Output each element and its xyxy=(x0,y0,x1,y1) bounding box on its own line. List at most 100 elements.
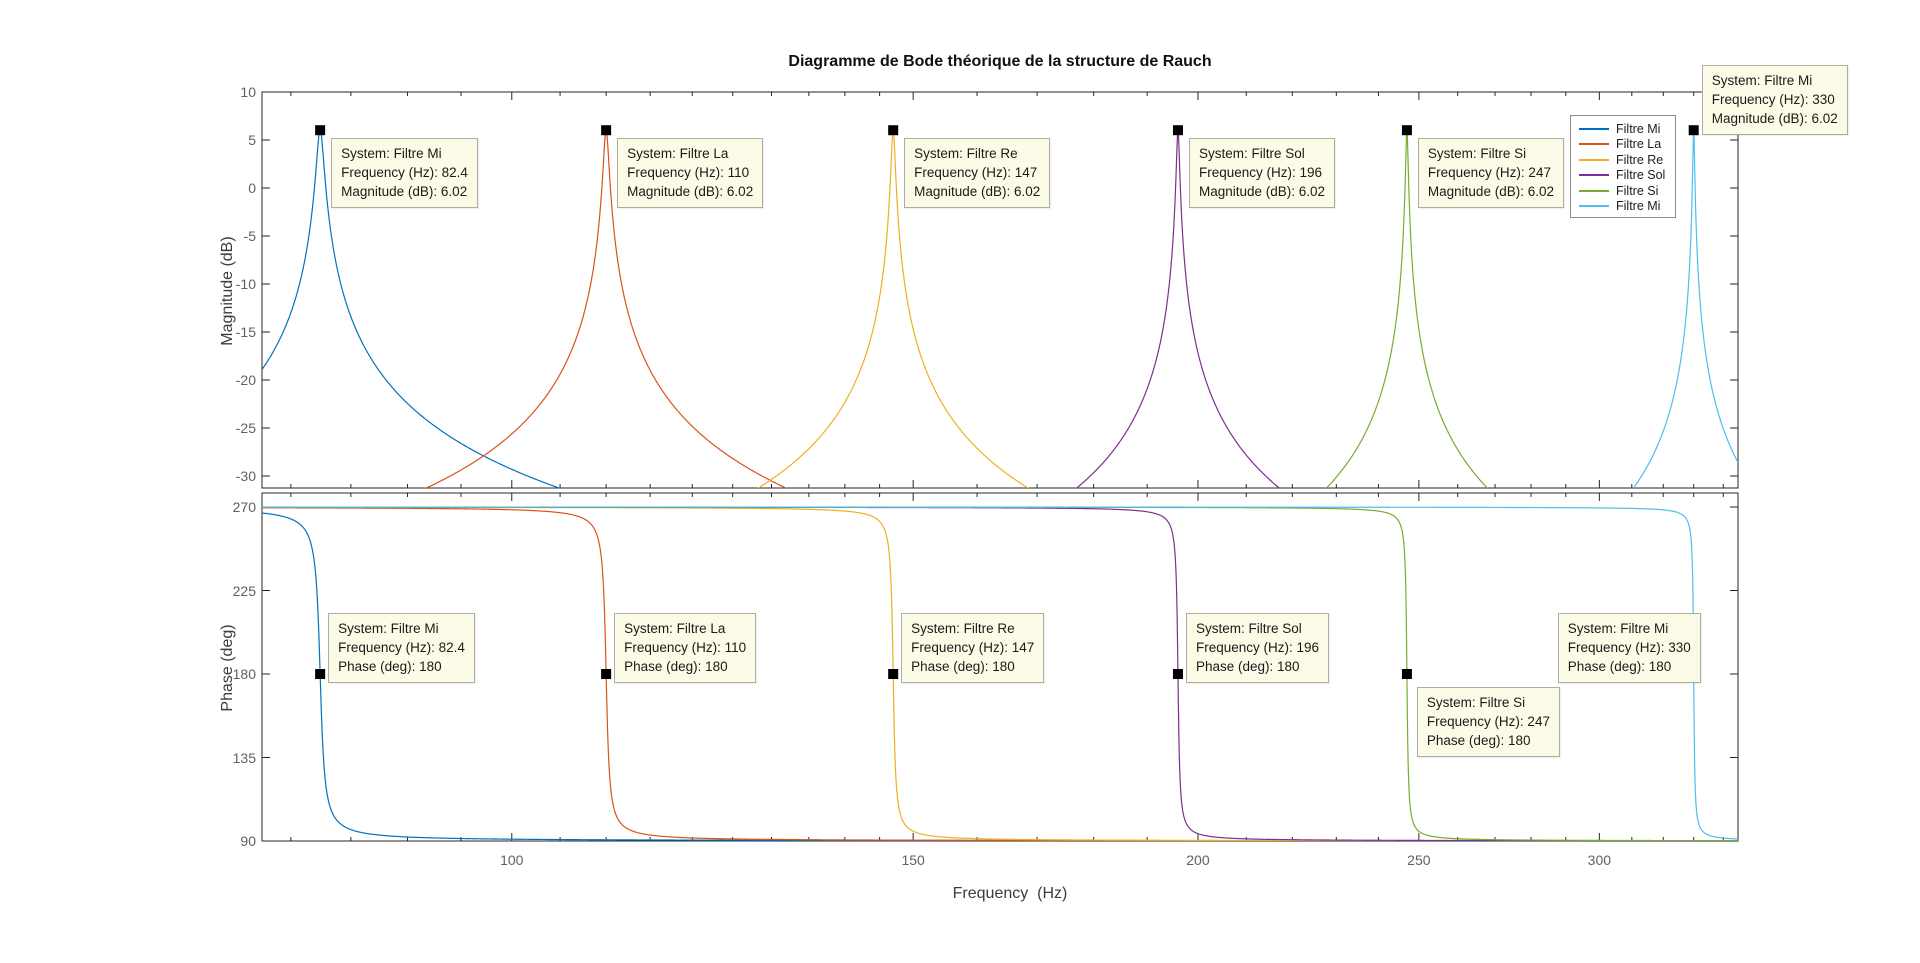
datatip-phase-2[interactable]: System: Filtre Re Frequency (Hz): 147 Phas… xyxy=(901,613,1045,683)
datatip-line: Phase (deg): 180 xyxy=(338,659,442,674)
legend-item-filtre-re[interactable]: Filtre Re xyxy=(1571,152,1675,168)
datatip-phase-1[interactable]: System: Filtre La Frequency (Hz): 110 Phas… xyxy=(614,613,757,683)
legend-item-filtre-si[interactable]: Filtre Si xyxy=(1571,183,1675,199)
legend-label: Filtre Re xyxy=(1616,152,1664,167)
datatip-line: Magnitude (dB): 6.02 xyxy=(1711,111,1838,126)
datatip-phase-3[interactable]: System: Filtre Sol Frequency (Hz): 196 Pha… xyxy=(1185,613,1330,683)
datatip-marker-phase[interactable] xyxy=(601,669,612,680)
datatip-line: Phase (deg): 180 xyxy=(624,659,728,674)
datatip-magnitude-2[interactable]: System: Filtre Re Frequency (Hz): 147 Magn… xyxy=(904,138,1051,208)
datatip-marker-magnitude[interactable] xyxy=(601,125,612,136)
datatip-magnitude-3[interactable]: System: Filtre Sol Frequency (Hz): 196 Mag… xyxy=(1188,138,1336,208)
bode-magnitude-axes xyxy=(261,91,1739,489)
legend-label: Filtre Si xyxy=(1616,183,1659,198)
datatip-line: Magnitude (dB): 6.02 xyxy=(1198,184,1326,199)
phase-tick-label: 225 xyxy=(232,582,256,599)
phase-tick-label: 180 xyxy=(232,666,256,682)
phase-tick-label: 135 xyxy=(232,749,256,766)
datatip-magnitude-1[interactable]: System: Filtre La Frequency (Hz): 110 Magn… xyxy=(617,138,764,208)
datatip-marker-magnitude[interactable] xyxy=(888,125,899,136)
datatip-marker-phase[interactable] xyxy=(888,669,899,680)
legend-item-filtre-la[interactable]: Filtre La xyxy=(1571,137,1675,153)
x-tick-label: 200 xyxy=(1186,852,1210,868)
datatip-line: System: Filtre Si xyxy=(1426,695,1526,710)
legend-item-filtre-sol[interactable]: Filtre Sol xyxy=(1571,168,1675,184)
phase-tick-label: 90 xyxy=(240,833,256,849)
datatip-line: Frequency (Hz): 247 xyxy=(1426,714,1550,729)
datatip-marker-magnitude[interactable] xyxy=(1172,125,1183,136)
legend-line-sample xyxy=(1579,205,1609,208)
datatip-line: System: Filtre Mi xyxy=(338,621,439,636)
curve-magnitude-filtre-mi-5[interactable] xyxy=(262,128,1738,779)
magnitude-tick-label: 0 xyxy=(248,180,256,196)
curve-phase-filtre-mi-5[interactable] xyxy=(262,506,1738,840)
datatip-line: System: Filtre La xyxy=(627,146,729,161)
curve-magnitude-filtre-la-1[interactable] xyxy=(262,128,1738,658)
datatip-phase-0[interactable]: System: Filtre Mi Frequency (Hz): 82.4 Pha… xyxy=(328,613,475,683)
datatip-magnitude-0[interactable]: System: Filtre Mi Frequency (Hz): 82.4 Mag… xyxy=(331,138,478,208)
datatip-magnitude-4[interactable]: System: Filtre Si Frequency (Hz): 247 Magn… xyxy=(1417,138,1564,208)
datatip-line: Magnitude (dB): 6.02 xyxy=(627,184,754,199)
datatip-line: Frequency (Hz): 110 xyxy=(624,640,747,655)
legend[interactable]: Filtre Mi Filtre La Filtre Re Filtre Sol Fil… xyxy=(1570,115,1676,218)
magnitude-tick-label: 5 xyxy=(248,132,256,148)
legend-line-sample xyxy=(1579,127,1609,130)
datatip-line: Phase (deg): 180 xyxy=(1195,659,1300,674)
magnitude-tick-label: -25 xyxy=(235,420,256,436)
datatip-line: Magnitude (dB): 6.02 xyxy=(1427,184,1554,199)
datatip-marker-phase[interactable] xyxy=(1172,669,1183,680)
curve-magnitude-filtre-mi-0[interactable] xyxy=(262,129,1738,662)
legend-label: Filtre Mi xyxy=(1616,199,1661,214)
datatip-line: Frequency (Hz): 330 xyxy=(1567,640,1691,655)
curve-magnitude-filtre-si-4[interactable] xyxy=(262,128,1738,727)
datatip-marker-phase[interactable] xyxy=(1401,669,1412,680)
datatip-line: Phase (deg): 180 xyxy=(911,659,1015,674)
datatip-line: Frequency (Hz): 196 xyxy=(1198,165,1323,180)
datatip-line: System: Filtre Si xyxy=(1427,146,1527,161)
magnitude-tick-label: 10 xyxy=(240,84,256,100)
legend-label: Filtre Sol xyxy=(1616,168,1666,183)
datatip-line: System: Filtre La xyxy=(624,621,726,636)
datatip-marker-magnitude[interactable] xyxy=(1688,125,1699,136)
datatip-phase-4[interactable]: System: Filtre Si Frequency (Hz): 247 Phas… xyxy=(1416,687,1560,757)
datatip-line: Phase (deg): 180 xyxy=(1567,659,1672,674)
magnitude-tick-label: -15 xyxy=(235,324,256,340)
datatip-phase-5[interactable]: System: Filtre Mi Frequency (Hz): 330 Phas… xyxy=(1557,613,1701,683)
datatip-marker-magnitude[interactable] xyxy=(1401,125,1412,136)
datatip-line: Frequency (Hz): 147 xyxy=(911,640,1035,655)
figure-title: Diagramme de Bode théorique de la struct… xyxy=(788,53,1212,70)
datatip-line: Magnitude (dB): 6.02 xyxy=(341,184,468,199)
datatip-line: Frequency (Hz): 110 xyxy=(627,165,750,180)
datatip-line: System: Filtre Mi xyxy=(1567,621,1669,636)
legend-item-filtre-mi[interactable]: Filtre Mi xyxy=(1571,199,1675,215)
datatip-marker-phase[interactable] xyxy=(315,669,326,680)
magnitude-tick-label: -20 xyxy=(235,372,256,388)
datatip-marker-magnitude[interactable] xyxy=(315,125,326,136)
curve-magnitude-filtre-re-2[interactable] xyxy=(262,130,1738,650)
x-tick-label: 300 xyxy=(1587,852,1612,868)
legend-item-filtre-mi[interactable]: Filtre Mi xyxy=(1571,121,1675,137)
datatip-line: Frequency (Hz): 330 xyxy=(1711,92,1835,107)
datatip-line: Frequency (Hz): 147 xyxy=(914,165,1038,180)
x-tick-label: 250 xyxy=(1407,852,1431,868)
frequency-axis-label: Frequency (Hz) xyxy=(952,885,1068,902)
datatip-line: Frequency (Hz): 82.4 xyxy=(341,165,468,180)
legend-label: Filtre La xyxy=(1616,137,1662,152)
x-tick-label: 150 xyxy=(901,852,925,868)
x-tick-label: 100 xyxy=(500,852,524,868)
datatip-line: Magnitude (dB): 6.02 xyxy=(914,184,1041,199)
legend-line-sample xyxy=(1579,174,1609,177)
legend-line-sample xyxy=(1579,158,1609,161)
legend-label: Filtre Mi xyxy=(1616,121,1661,136)
legend-line-sample xyxy=(1579,143,1609,146)
datatip-line: System: Filtre Mi xyxy=(341,146,442,161)
curve-magnitude-filtre-sol-3[interactable] xyxy=(262,130,1738,683)
magnitude-tick-label: -5 xyxy=(243,228,256,244)
datatip-magnitude-5[interactable]: System: Filtre Mi Frequency (Hz): 330 Magn… xyxy=(1701,65,1848,135)
datatip-line: System: Filtre Mi xyxy=(1711,73,1813,88)
magnitude-tick-label: -30 xyxy=(235,468,256,484)
datatip-line: System: Filtre Sol xyxy=(1195,621,1302,636)
datatip-line: Frequency (Hz): 196 xyxy=(1195,640,1320,655)
